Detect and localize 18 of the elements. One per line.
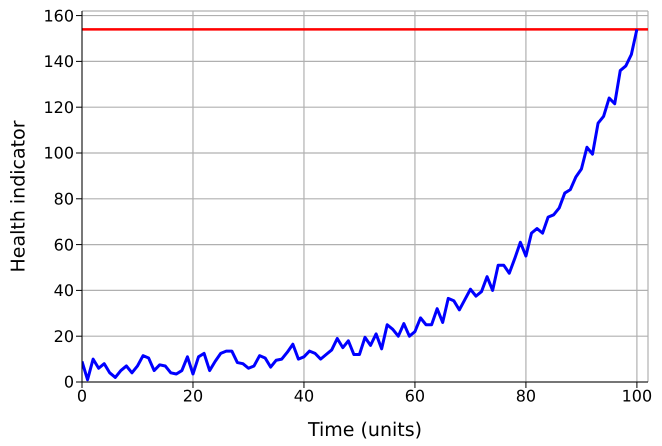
y-axis-title: Health indicator — [8, 120, 30, 273]
x-tick-label: 80 — [516, 386, 536, 406]
y-tick-label: 60 — [54, 235, 74, 254]
y-tick-label: 0 — [64, 372, 74, 392]
y-tick-label: 20 — [54, 326, 74, 346]
x-tick-label: 100 — [622, 386, 652, 406]
y-tick-label: 140 — [43, 52, 74, 72]
y-tick-label: 120 — [43, 98, 74, 117]
x-tick-label: 60 — [404, 386, 426, 406]
x-tick-label: 40 — [294, 386, 314, 406]
line-series — [82, 28, 638, 382]
y-tick-label: 100 — [43, 144, 74, 163]
y-tick-label: 160 — [43, 6, 74, 26]
x-tick-label: 20 — [182, 386, 204, 406]
y-tick-label: 80 — [54, 189, 74, 208]
x-axis-title: Time (units) — [306, 419, 422, 441]
y-tick-label: 40 — [54, 281, 74, 300]
x-tick-label: 0 — [76, 386, 88, 406]
